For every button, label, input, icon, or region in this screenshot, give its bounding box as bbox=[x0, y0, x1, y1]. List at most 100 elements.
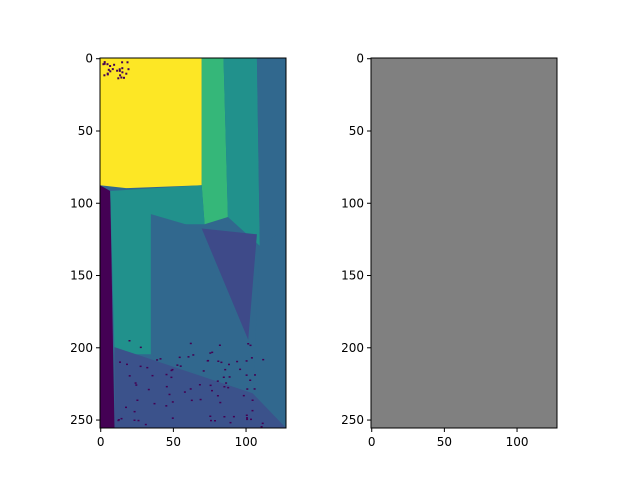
noise-speck bbox=[198, 384, 201, 386]
noise-speck bbox=[109, 65, 112, 67]
noise-speck bbox=[176, 364, 179, 366]
noise-speck bbox=[211, 351, 214, 354]
y-tick-label: 150 bbox=[70, 269, 93, 283]
noise-speck bbox=[136, 399, 139, 401]
mid-teal-band bbox=[223, 58, 260, 246]
noise-speck bbox=[128, 340, 131, 342]
noise-speck bbox=[135, 384, 138, 386]
noise-speck bbox=[262, 358, 265, 361]
noise-speck bbox=[216, 380, 219, 382]
noise-speck bbox=[183, 391, 186, 393]
y-tick-label: 150 bbox=[341, 269, 364, 283]
noise-speck bbox=[245, 414, 248, 416]
noise-speck bbox=[253, 388, 256, 390]
noise-speck bbox=[133, 410, 136, 413]
noise-speck bbox=[246, 417, 248, 419]
noise-speck bbox=[103, 74, 106, 77]
noise-speck bbox=[144, 423, 147, 426]
right-heatmap-image bbox=[371, 58, 557, 428]
noise-speck bbox=[103, 62, 106, 65]
noise-speck bbox=[137, 419, 140, 422]
noise-speck bbox=[236, 360, 239, 363]
noise-speck bbox=[202, 370, 205, 372]
noise-speck bbox=[118, 69, 121, 72]
noise-speck bbox=[119, 74, 122, 77]
noise-speck bbox=[211, 389, 213, 392]
y-tick-label: 250 bbox=[341, 413, 364, 427]
right-blue-band bbox=[256, 58, 286, 246]
x-tick-label: 100 bbox=[506, 435, 529, 449]
noise-speck bbox=[254, 374, 256, 376]
x-tick-label: 50 bbox=[166, 435, 181, 449]
diagonal-slate bbox=[201, 228, 257, 340]
noise-speck bbox=[219, 401, 222, 404]
noise-speck bbox=[223, 416, 226, 418]
left-axes-frame bbox=[99, 57, 287, 429]
noise-speck bbox=[242, 394, 245, 397]
x-tick-label: 0 bbox=[97, 435, 105, 449]
noise-speck bbox=[103, 61, 106, 64]
uniform-image-fill bbox=[371, 58, 557, 428]
y-tick-label: 50 bbox=[349, 124, 364, 138]
right-axes-frame bbox=[370, 57, 558, 429]
noise-speck bbox=[159, 358, 162, 360]
noise-speck bbox=[106, 63, 109, 66]
noise-speck bbox=[139, 346, 142, 349]
noise-speck bbox=[170, 369, 173, 372]
noise-speck bbox=[156, 359, 159, 361]
x-tick-label: 100 bbox=[235, 435, 258, 449]
noise-speck bbox=[209, 352, 212, 354]
noise-speck bbox=[190, 399, 193, 402]
noise-speck bbox=[187, 356, 190, 358]
noise-speck bbox=[179, 365, 182, 367]
noise-speck bbox=[121, 61, 124, 64]
noise-speck bbox=[189, 388, 192, 390]
noise-speck bbox=[121, 71, 124, 74]
noise-speck bbox=[207, 359, 210, 362]
noise-speck bbox=[119, 361, 121, 363]
noise-speck bbox=[139, 365, 142, 368]
noise-speck bbox=[109, 70, 112, 73]
y-tick-label: 50 bbox=[78, 124, 93, 138]
y-tick-label: 250 bbox=[70, 413, 93, 427]
noise-speck bbox=[249, 379, 252, 381]
left-x-ticks: 0 50 100 bbox=[97, 428, 258, 449]
noise-speck bbox=[146, 366, 149, 369]
bright-region bbox=[100, 58, 202, 189]
left-dark-strip bbox=[100, 185, 115, 428]
noise-speck bbox=[224, 368, 227, 371]
noise-speck bbox=[165, 405, 168, 407]
noise-speck bbox=[214, 420, 216, 422]
noise-speck bbox=[189, 342, 192, 345]
noise-speck bbox=[209, 384, 212, 387]
y-tick-label: 0 bbox=[356, 52, 364, 66]
noise-speck bbox=[228, 363, 230, 366]
y-tick-label: 100 bbox=[70, 196, 93, 210]
noise-speck bbox=[250, 357, 253, 359]
noise-speck bbox=[126, 61, 129, 64]
noise-speck bbox=[147, 388, 150, 391]
noise-speck bbox=[245, 374, 248, 376]
x-tick-label: 50 bbox=[437, 435, 452, 449]
noise-speck bbox=[246, 418, 249, 421]
noise-speck bbox=[222, 376, 225, 378]
right-heatmap-panel: 0 50 100 0 50 100 150 200 250 bbox=[341, 52, 558, 449]
noise-speck bbox=[250, 418, 252, 421]
noise-speck bbox=[210, 419, 212, 422]
noise-speck bbox=[199, 398, 202, 401]
noise-speck bbox=[153, 402, 156, 405]
noise-speck bbox=[121, 67, 124, 70]
noise-speck bbox=[247, 343, 250, 345]
noise-speck bbox=[118, 68, 121, 71]
noise-speck bbox=[227, 386, 230, 389]
noise-speck bbox=[171, 368, 174, 371]
noise-speck bbox=[216, 395, 219, 397]
noise-speck bbox=[217, 360, 220, 362]
noise-speck bbox=[218, 344, 221, 346]
noise-speck bbox=[116, 69, 119, 72]
mid-green-band bbox=[201, 58, 228, 225]
teal-panel bbox=[110, 185, 205, 355]
noise-speck bbox=[209, 415, 212, 417]
noise-speck bbox=[171, 417, 174, 419]
